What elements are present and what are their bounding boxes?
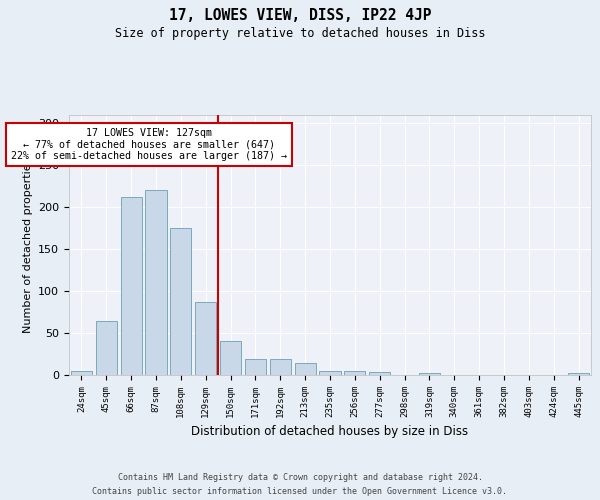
Text: 17, LOWES VIEW, DISS, IP22 4JP: 17, LOWES VIEW, DISS, IP22 4JP — [169, 8, 431, 22]
Bar — [245, 359, 266, 375]
X-axis label: Distribution of detached houses by size in Diss: Distribution of detached houses by size … — [191, 426, 469, 438]
Bar — [220, 342, 241, 375]
Bar — [369, 372, 390, 375]
Bar — [121, 197, 142, 375]
Bar — [319, 371, 341, 375]
Text: 17 LOWES VIEW: 127sqm
← 77% of detached houses are smaller (647)
22% of semi-det: 17 LOWES VIEW: 127sqm ← 77% of detached … — [11, 128, 287, 161]
Bar — [71, 371, 92, 375]
Bar — [344, 371, 365, 375]
Text: Size of property relative to detached houses in Diss: Size of property relative to detached ho… — [115, 28, 485, 40]
Bar — [568, 374, 589, 375]
Bar — [96, 322, 117, 375]
Y-axis label: Number of detached properties: Number of detached properties — [23, 158, 32, 332]
Text: Contains HM Land Registry data © Crown copyright and database right 2024.: Contains HM Land Registry data © Crown c… — [118, 472, 482, 482]
Bar — [195, 302, 216, 375]
Bar — [170, 228, 191, 375]
Bar — [145, 190, 167, 375]
Bar — [270, 359, 291, 375]
Bar — [419, 374, 440, 375]
Text: Contains public sector information licensed under the Open Government Licence v3: Contains public sector information licen… — [92, 488, 508, 496]
Bar — [295, 364, 316, 375]
